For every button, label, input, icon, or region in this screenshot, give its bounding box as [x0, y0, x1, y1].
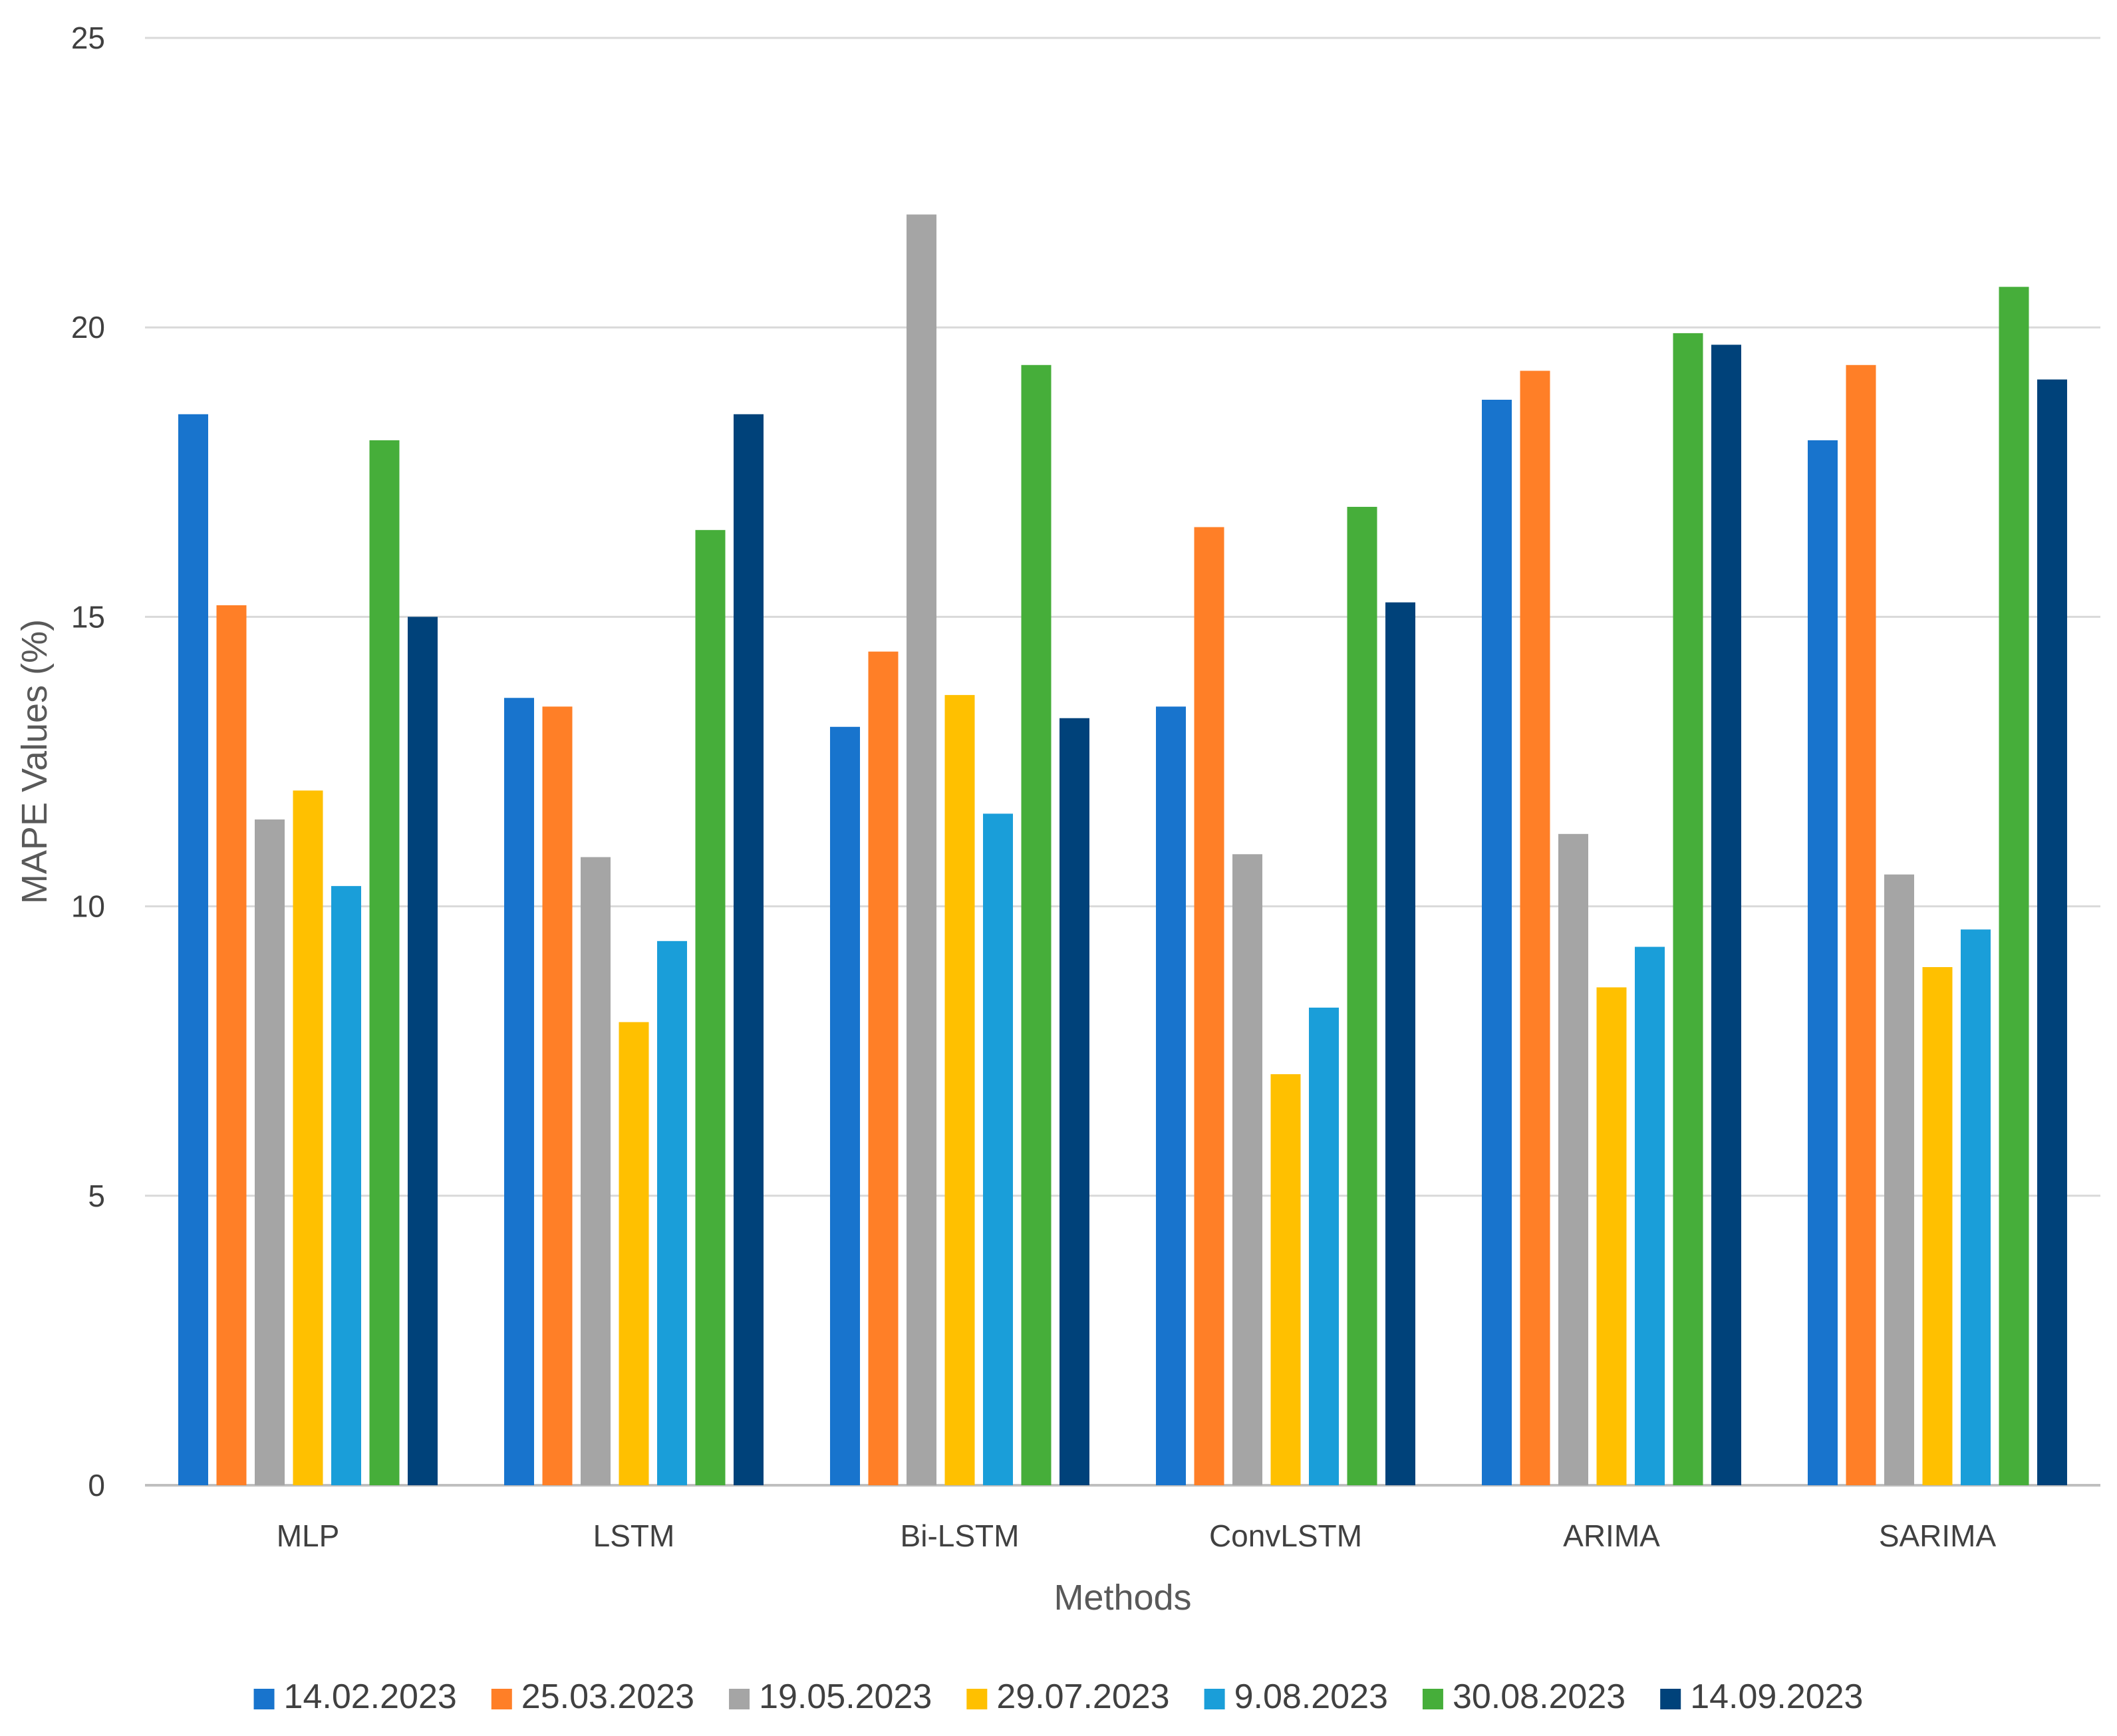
bar-sarima-9-08-2023	[1961, 929, 1991, 1485]
legend-label: 30.08.2023	[1453, 1677, 1625, 1716]
bar-lstm-30-08-2023	[695, 529, 726, 1485]
bar-lstm-14-02-2023	[504, 698, 534, 1485]
y-tick-label: 5	[88, 1179, 105, 1213]
bar-mlp-9-08-2023	[331, 886, 361, 1485]
bar-arima-25-03-2023	[1520, 370, 1550, 1485]
y-tick-label: 10	[71, 889, 105, 924]
legend-item: 29.07.2023	[966, 1677, 1170, 1716]
legend-label: 14.02.2023	[284, 1677, 457, 1716]
gridlines	[145, 37, 2100, 1487]
bar-mlp-14-09-2023	[408, 617, 438, 1485]
legend-item: 19.05.2023	[729, 1677, 932, 1716]
bar-convlstm-14-09-2023	[1385, 602, 1415, 1485]
legend-swatch	[1660, 1689, 1681, 1709]
bar-arima-14-02-2023	[1482, 400, 1512, 1485]
bar-arima-14-09-2023	[1711, 345, 1741, 1485]
y-axis-ticks: 0 5 10 15 20 25	[71, 21, 105, 1503]
bar-bi-lstm-14-09-2023	[1059, 718, 1089, 1485]
bar-sarima-29-07-2023	[1922, 966, 1953, 1485]
legend-label: 9.08.2023	[1234, 1677, 1388, 1716]
bar-convlstm-9-08-2023	[1309, 1007, 1339, 1485]
bar-arima-19-05-2023	[1558, 833, 1588, 1485]
legend-item: 25.03.2023	[491, 1677, 694, 1716]
legend-label: 29.07.2023	[996, 1677, 1169, 1716]
x-tick-label: Bi-LSTM	[901, 1519, 1020, 1553]
bar-lstm-29-07-2023	[619, 1022, 649, 1485]
bar-lstm-25-03-2023	[542, 706, 573, 1485]
legend-item: 14.02.2023	[253, 1677, 457, 1716]
bar-sarima-30-08-2023	[1999, 287, 2029, 1486]
bar-sarima-14-02-2023	[1808, 440, 1838, 1485]
bar-mlp-30-08-2023	[369, 440, 400, 1485]
bar-mlp-25-03-2023	[216, 605, 247, 1486]
bar-convlstm-14-02-2023	[1156, 706, 1186, 1485]
bars	[178, 214, 2067, 1486]
bar-bi-lstm-29-07-2023	[944, 694, 975, 1485]
legend-label: 14.09.2023	[1690, 1677, 1863, 1716]
bar-arima-9-08-2023	[1635, 946, 1665, 1485]
legend-item: 9.08.2023	[1204, 1677, 1388, 1716]
bar-mlp-29-07-2023	[293, 790, 323, 1485]
x-tick-label: ConvLSTM	[1209, 1519, 1362, 1553]
bar-bi-lstm-25-03-2023	[868, 651, 899, 1485]
legend-swatch	[491, 1689, 512, 1709]
y-tick-label: 20	[71, 310, 105, 345]
legend-item: 14.09.2023	[1660, 1677, 1863, 1716]
legend-swatch	[966, 1689, 988, 1709]
bar-lstm-19-05-2023	[581, 857, 611, 1485]
legend-swatch	[253, 1689, 275, 1709]
bar-convlstm-25-03-2023	[1194, 527, 1224, 1485]
bar-bi-lstm-19-05-2023	[907, 214, 936, 1486]
bar-convlstm-29-07-2023	[1270, 1074, 1301, 1485]
y-tick-label: 0	[88, 1468, 105, 1503]
y-tick-label: 15	[71, 599, 105, 634]
bar-lstm-9-08-2023	[657, 940, 687, 1485]
y-axis-title: MAPE Values (%)	[15, 619, 55, 904]
x-axis-ticks: MLP LSTM Bi-LSTM ConvLSTM ARIMA SARIMA	[277, 1519, 1997, 1553]
bar-sarima-19-05-2023	[1884, 874, 1914, 1485]
legend: 14.02.2023 25.03.2023 19.05.2023 29.07.2023…	[253, 1677, 1863, 1716]
legend-label: 25.03.2023	[521, 1677, 694, 1716]
bar-sarima-14-09-2023	[2037, 379, 2067, 1485]
x-tick-label: MLP	[277, 1519, 340, 1553]
x-tick-label: SARIMA	[1879, 1519, 1997, 1553]
bar-mlp-19-05-2023	[255, 819, 285, 1485]
bar-sarima-25-03-2023	[1846, 364, 1876, 1485]
bar-bi-lstm-9-08-2023	[983, 813, 1013, 1485]
legend-item: 30.08.2023	[1422, 1677, 1625, 1716]
x-tick-label: ARIMA	[1563, 1519, 1660, 1553]
bar-lstm-14-09-2023	[734, 414, 764, 1485]
bar-arima-30-08-2023	[1673, 333, 1703, 1485]
legend-swatch	[729, 1689, 750, 1709]
bar-bi-lstm-14-02-2023	[830, 726, 860, 1485]
bar-convlstm-30-08-2023	[1347, 507, 1377, 1486]
bar-arima-29-07-2023	[1596, 987, 1627, 1485]
x-axis-title: Methods	[1054, 1578, 1191, 1618]
legend-label: 19.05.2023	[759, 1677, 932, 1716]
x-tick-label: LSTM	[593, 1519, 675, 1553]
bar-bi-lstm-30-08-2023	[1021, 364, 1052, 1485]
bar-mlp-14-02-2023	[178, 414, 208, 1485]
legend-swatch	[1422, 1689, 1443, 1709]
y-tick-label: 25	[71, 21, 105, 55]
bar-convlstm-19-05-2023	[1232, 854, 1262, 1485]
legend-swatch	[1204, 1689, 1225, 1709]
